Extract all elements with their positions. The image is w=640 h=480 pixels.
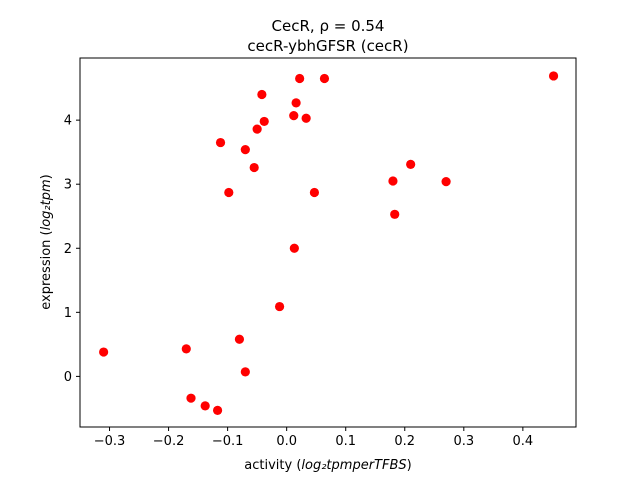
y-tick-label: 4 <box>64 114 72 129</box>
y-tick-label: 0 <box>64 370 72 385</box>
chart-subtitle: cecR-ybhGFSR (cecR) <box>247 37 408 55</box>
x-tick-label: 0.2 <box>394 434 415 449</box>
y-tick-label: 1 <box>64 306 72 321</box>
y-axis-ticks: 0 1 2 3 4 <box>64 114 80 385</box>
x-tick-label: 0.4 <box>513 434 534 449</box>
data-point <box>186 393 196 403</box>
data-point <box>252 124 262 134</box>
data-point <box>240 145 250 155</box>
x-axis-label: activity (log₂tpmperTFBS) <box>244 458 411 473</box>
data-point <box>289 111 299 121</box>
x-tick-label: −0.3 <box>94 434 126 449</box>
data-point <box>406 159 416 169</box>
data-point <box>200 401 210 411</box>
data-point <box>319 73 330 84</box>
data-point <box>441 177 451 187</box>
x-tick-label: 0.0 <box>276 434 297 449</box>
y-axis-label-suffix: ) <box>39 174 54 179</box>
data-point <box>234 334 245 344</box>
data-point <box>291 98 301 108</box>
data-point <box>390 209 400 219</box>
x-tick-label: −0.1 <box>212 434 244 449</box>
data-point <box>309 187 320 198</box>
data-point <box>249 162 259 173</box>
data-point <box>388 176 398 186</box>
y-axis-label: expression (log₂tpm) <box>39 174 54 309</box>
y-tick-label: 3 <box>64 178 72 193</box>
x-axis-label-prefix: activity ( <box>244 458 301 473</box>
data-point <box>224 187 234 198</box>
plot-frame <box>79 57 577 428</box>
y-axis-label-prefix: expression ( <box>39 230 54 309</box>
data-point <box>274 301 285 312</box>
y-axis-label-math: log₂tpm <box>39 179 54 230</box>
x-axis-label-suffix: ) <box>407 458 412 473</box>
data-point <box>212 405 223 415</box>
x-tick-label: −0.2 <box>153 434 185 449</box>
data-point <box>181 344 191 354</box>
data-point <box>289 243 299 253</box>
data-point <box>99 347 109 357</box>
data-point <box>240 367 250 377</box>
data-points <box>99 71 559 415</box>
y-tick-label: 2 <box>64 242 72 257</box>
x-tick-label: 0.3 <box>453 434 474 449</box>
chart-title: CecR, ρ = 0.54 <box>272 17 385 35</box>
x-axis-label-math: log₂tpmperTFBS <box>301 458 406 473</box>
data-point <box>259 116 269 127</box>
x-axis-ticks: −0.3 −0.2 −0.1 0.0 0.1 0.2 0.3 0.4 <box>94 427 533 449</box>
data-point <box>301 113 311 123</box>
data-point <box>257 89 267 100</box>
data-point <box>215 137 226 148</box>
data-point <box>548 71 559 81</box>
data-point <box>295 73 305 84</box>
x-tick-label: 0.1 <box>335 434 356 449</box>
